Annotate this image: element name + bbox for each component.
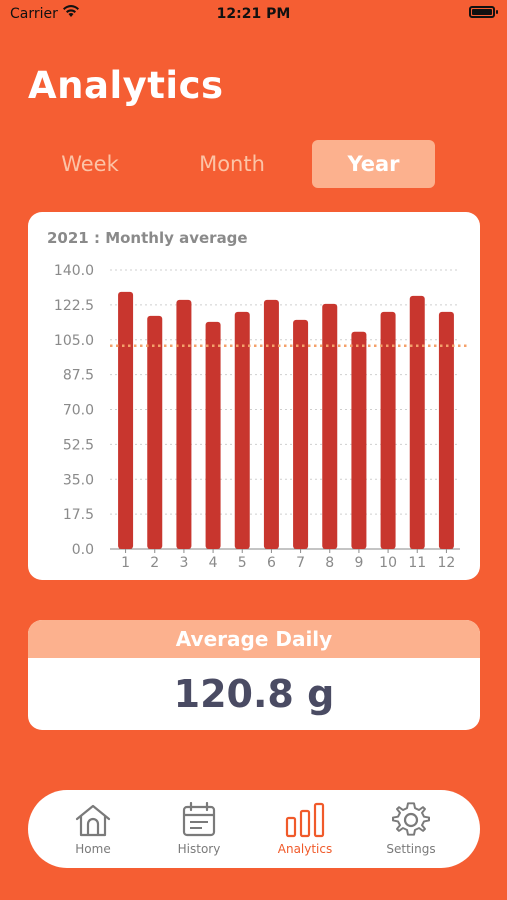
x-tick-label: 1 xyxy=(121,555,130,571)
average-daily-value: 120.8 g xyxy=(173,672,335,716)
average-daily-label: Average Daily xyxy=(28,620,480,658)
y-tick-label: 52.5 xyxy=(63,437,94,453)
chart-card: 2021 : Monthly average 0.0 17.5 35.0 52.5 70… xyxy=(28,212,480,580)
status-bar: Carrier 12:21 PM xyxy=(0,0,507,30)
clock: 12:21 PM xyxy=(216,6,291,22)
tab-year[interactable]: Year xyxy=(312,140,435,188)
y-tick-label: 140.0 xyxy=(54,263,94,279)
bar xyxy=(234,311,250,549)
y-tick-label: 17.5 xyxy=(63,507,94,523)
nav-home-label: Home xyxy=(75,842,111,856)
nav-analytics-label: Analytics xyxy=(277,842,333,856)
x-tick-label: 9 xyxy=(354,555,363,571)
carrier-label: Carrier xyxy=(10,6,58,22)
average-daily-card: Average Daily 120.8 g xyxy=(28,620,480,730)
calendar-icon xyxy=(182,802,216,837)
gear-icon xyxy=(392,802,430,836)
bar xyxy=(351,331,367,549)
nav-settings[interactable]: Settings xyxy=(366,802,456,856)
tab-month[interactable]: Month xyxy=(199,152,265,176)
bar xyxy=(293,319,309,549)
battery-icon xyxy=(469,6,498,18)
x-tick-label: 12 xyxy=(438,555,456,571)
bar xyxy=(176,299,192,549)
bar xyxy=(263,299,279,549)
chart-title: 2021 : Monthly average xyxy=(47,229,248,247)
bar-chart-icon xyxy=(285,802,325,838)
y-tick-label: 122.5 xyxy=(54,298,94,314)
nav-history[interactable]: History xyxy=(154,802,244,856)
bottom-nav: Home History Analytics Settings xyxy=(28,790,480,868)
wifi-icon xyxy=(63,5,79,17)
nav-history-label: History xyxy=(177,842,221,856)
period-tabs: Week Month Year xyxy=(30,140,450,188)
y-tick-label: 105.0 xyxy=(54,333,94,349)
bar xyxy=(147,315,163,549)
bar xyxy=(118,291,134,549)
x-tick-label: 11 xyxy=(408,555,426,571)
page-title: Analytics xyxy=(28,64,224,107)
x-tick-label: 2 xyxy=(150,555,159,571)
x-tick-label: 7 xyxy=(296,555,305,571)
nav-home[interactable]: Home xyxy=(48,802,138,856)
bar xyxy=(205,321,221,549)
y-tick-label: 35.0 xyxy=(63,472,94,488)
x-tick-label: 5 xyxy=(238,555,247,571)
home-icon xyxy=(75,804,111,837)
y-tick-label: 0.0 xyxy=(72,542,94,558)
x-tick-label: 8 xyxy=(325,555,334,571)
x-tick-label: 10 xyxy=(379,555,397,571)
x-tick-label: 4 xyxy=(209,555,218,571)
y-tick-label: 70.0 xyxy=(63,403,94,419)
bar xyxy=(322,303,338,549)
bar xyxy=(438,311,454,549)
y-tick-label: 87.5 xyxy=(63,368,94,384)
x-tick-label: 3 xyxy=(179,555,188,571)
nav-analytics[interactable]: Analytics xyxy=(260,802,350,856)
x-tick-label: 6 xyxy=(267,555,276,571)
tab-week[interactable]: Week xyxy=(61,152,119,176)
bar xyxy=(409,295,425,549)
bar xyxy=(380,311,396,549)
nav-settings-label: Settings xyxy=(386,842,436,856)
